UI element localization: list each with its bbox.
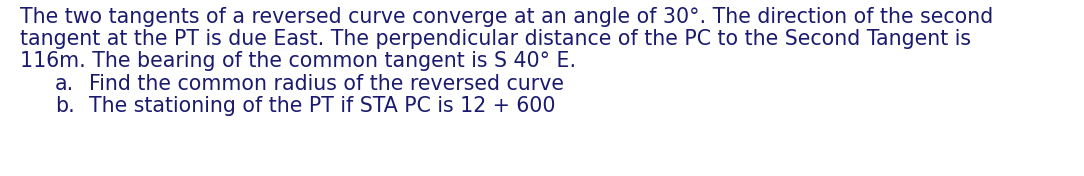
Text: b.: b. [55, 96, 75, 116]
Text: Find the common radius of the reversed curve: Find the common radius of the reversed c… [89, 74, 565, 94]
Text: a.: a. [55, 74, 75, 94]
Text: The two tangents of a reversed curve converge at an angle of 30°. The direction : The two tangents of a reversed curve con… [20, 7, 993, 27]
Text: tangent at the PT is due East. The perpendicular distance of the PC to the Secon: tangent at the PT is due East. The perpe… [20, 29, 971, 49]
Text: 116m. The bearing of the common tangent is S 40° E.: 116m. The bearing of the common tangent … [20, 51, 576, 71]
Text: The stationing of the PT if STA PC is 12 + 600: The stationing of the PT if STA PC is 12… [89, 96, 556, 116]
